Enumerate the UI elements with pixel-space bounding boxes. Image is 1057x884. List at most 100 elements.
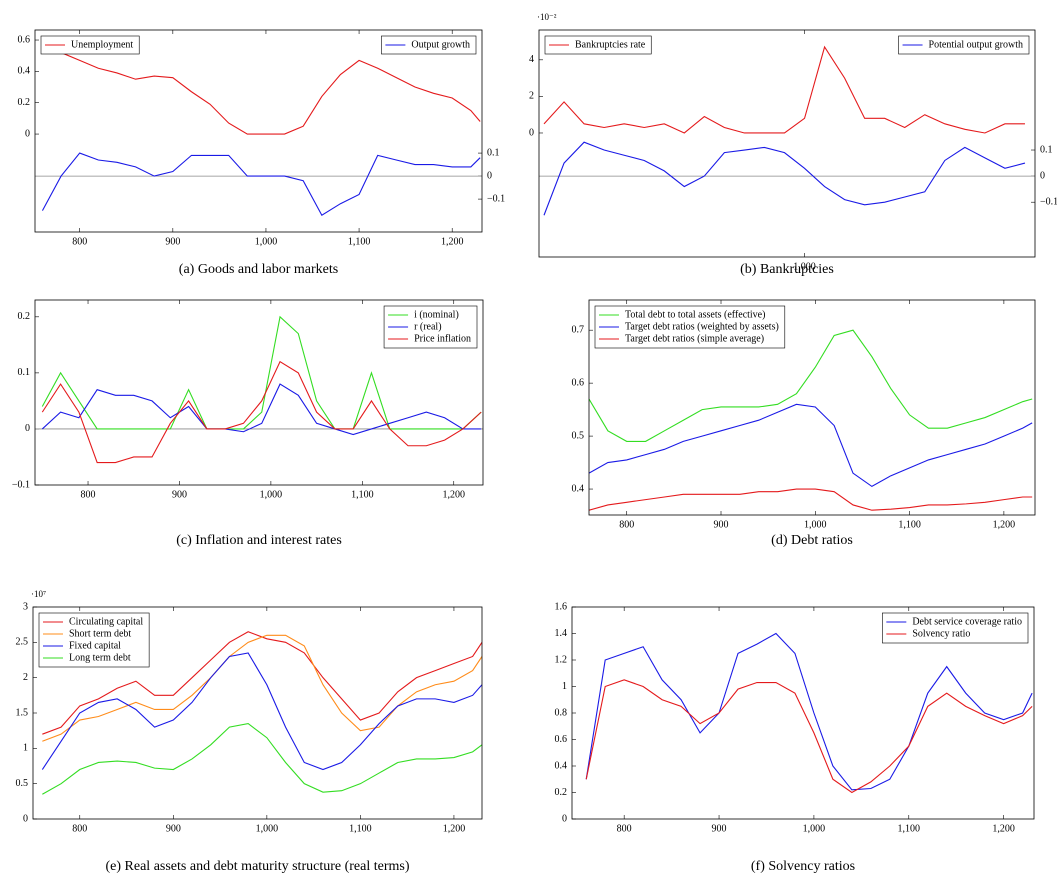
series-line xyxy=(41,652,482,771)
y-tick-label: 2 xyxy=(23,672,28,683)
plot-frame xyxy=(34,299,484,486)
legend-label: Unemployment xyxy=(71,39,133,50)
y-tick-label: 0 xyxy=(529,127,534,138)
y-tick-label: 0.4 xyxy=(555,760,568,771)
legend-label: Solvency ratio xyxy=(912,628,970,639)
legend-label: Bankruptcies rate xyxy=(575,39,646,50)
series-line xyxy=(589,488,1033,511)
legend-label: Debt service coverage ratio xyxy=(912,616,1022,627)
y-tick-label: 3 xyxy=(23,601,28,612)
x-tick-label: 1,000 xyxy=(804,519,827,530)
y-tick-label: −0.1 xyxy=(12,479,30,490)
x-tick-label: 1,200 xyxy=(992,823,1015,834)
x-tick-label: 1,000 xyxy=(260,489,283,500)
x-tick-label: 800 xyxy=(81,489,96,500)
legend-box xyxy=(594,305,786,349)
x-tick-label: 800 xyxy=(72,236,87,247)
y-tick-label: 1 xyxy=(562,681,567,692)
caption: (b) Bankruptcies xyxy=(740,262,834,277)
plot-area xyxy=(543,45,1026,216)
y-tick-label: 2 xyxy=(529,91,534,102)
y-tick-label: 4 xyxy=(529,54,534,65)
plot-area xyxy=(41,315,482,464)
legend-label: Target debt ratios (weighted by assets) xyxy=(625,321,779,332)
legend-box xyxy=(381,35,477,55)
y-tick-label: 0.7 xyxy=(572,324,585,335)
y-tick-label: 0 xyxy=(23,813,28,824)
x-tick-label: 1,200 xyxy=(442,489,465,500)
x-tick-label: 900 xyxy=(172,489,187,500)
y-tick-label: 2.5 xyxy=(16,637,29,648)
legend: i (nominal)r (real)Price inflation xyxy=(383,305,478,349)
series-line xyxy=(41,360,482,464)
y-tick-label: 1.5 xyxy=(16,707,29,718)
series-line xyxy=(42,631,482,735)
y-tick-label: 1 xyxy=(23,743,28,754)
x-tick-label: 800 xyxy=(72,823,87,834)
x-tick-label: 900 xyxy=(165,236,180,247)
legend-label: Short term debt xyxy=(69,628,131,639)
x-tick-label: 1,000 xyxy=(256,823,279,834)
series-line xyxy=(42,47,481,135)
series-line xyxy=(585,632,1033,791)
scale-label: ·10⁷ xyxy=(31,589,46,599)
series-line xyxy=(41,383,482,436)
y2-tick-label: 0 xyxy=(487,170,492,181)
legend-label: Circulating capital xyxy=(69,616,143,627)
y2-tick-label: 0 xyxy=(1040,170,1045,181)
plot-area xyxy=(41,631,482,795)
y-tick-label: 0.4 xyxy=(18,66,31,77)
series-line xyxy=(543,45,1025,134)
y-tick-label: 0.6 xyxy=(18,34,31,45)
x-tick-label: 1,200 xyxy=(993,519,1016,530)
legend-box xyxy=(882,612,1029,644)
y2-tick-label: −0.1 xyxy=(487,193,505,204)
y-tick-label: 0 xyxy=(25,423,30,434)
x-tick-label: 1,100 xyxy=(898,519,921,530)
plot-area xyxy=(585,632,1033,794)
x-tick-label: 1,200 xyxy=(443,823,466,834)
series-line xyxy=(589,329,1033,442)
legend-box xyxy=(898,35,1030,55)
series-line xyxy=(41,152,481,216)
series-line xyxy=(543,141,1026,216)
legend-label: Output growth xyxy=(411,39,470,50)
x-tick-label: 1,100 xyxy=(349,823,372,834)
x-tick-label: 1,100 xyxy=(898,823,921,834)
x-tick-label: 800 xyxy=(619,519,634,530)
legend-label: Potential output growth xyxy=(929,39,1023,50)
legend-label: Fixed capital xyxy=(69,640,121,651)
plot-frame xyxy=(571,606,1035,820)
y-tick-label: 1.2 xyxy=(555,654,568,665)
y2-tick-label: 0.1 xyxy=(1040,144,1053,155)
y-tick-label: 0 xyxy=(25,128,30,139)
series-line xyxy=(41,315,482,430)
plot-area xyxy=(41,47,481,216)
legend: Bankruptcies rate xyxy=(544,35,652,55)
y2-tick-label: −0.1 xyxy=(1040,197,1057,208)
x-tick-label: 900 xyxy=(712,823,727,834)
y-tick-label: 1.4 xyxy=(555,628,568,639)
x-tick-label: 1,100 xyxy=(351,489,374,500)
legend-label: Price inflation xyxy=(414,333,471,344)
y-tick-label: 1.6 xyxy=(555,601,568,612)
plot-frame xyxy=(538,29,1036,258)
series-line xyxy=(589,403,1033,488)
series-line xyxy=(42,723,482,795)
legend-box xyxy=(40,35,140,55)
x-tick-label: 900 xyxy=(166,823,181,834)
x-tick-label: 1,000 xyxy=(793,261,816,272)
scale-label: ·10⁻² xyxy=(537,12,557,22)
x-tick-label: 1,200 xyxy=(441,236,464,247)
plot-frame xyxy=(32,606,483,820)
caption: (c) Inflation and interest rates xyxy=(176,533,342,548)
x-tick-label: 1,100 xyxy=(348,236,371,247)
y-tick-label: 0.2 xyxy=(18,97,31,108)
y-tick-label: 0.5 xyxy=(572,430,585,441)
legend-label: i (nominal) xyxy=(414,309,459,320)
legend: Unemployment xyxy=(40,35,140,55)
plot-frame xyxy=(588,299,1036,516)
legend-label: Target debt ratios (simple average) xyxy=(625,333,764,344)
